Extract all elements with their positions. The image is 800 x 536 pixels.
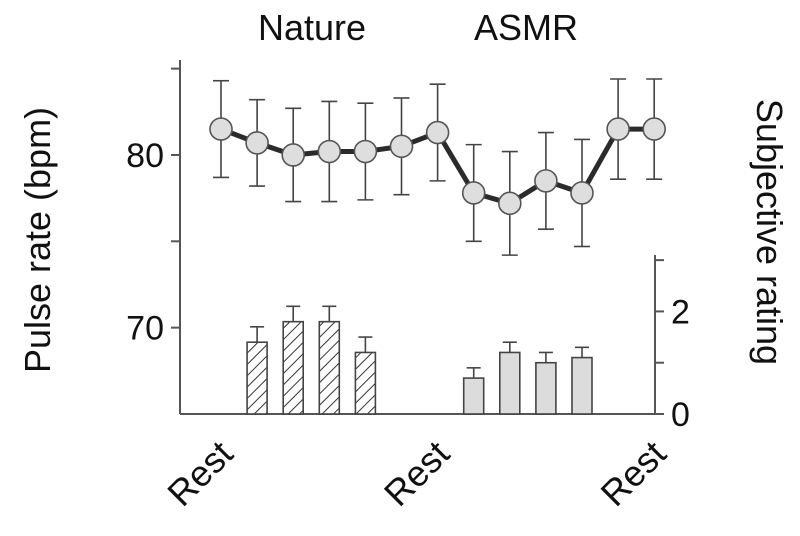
left-tick-label: 80 xyxy=(126,137,164,175)
pulse-point xyxy=(642,117,667,141)
left-tick-label: 70 xyxy=(126,310,164,348)
x-label-rest: Rest xyxy=(376,433,457,514)
x-label-rest: Rest xyxy=(593,433,674,514)
rating-bar-asmr xyxy=(498,351,521,415)
rating-bars xyxy=(246,305,593,415)
pulse-series xyxy=(209,78,667,256)
rating-bar-nature xyxy=(246,341,268,415)
pulse-point xyxy=(606,117,630,141)
rating-bar-nature xyxy=(282,320,305,415)
rating-bar-asmr xyxy=(535,361,557,415)
rating-bar-nature xyxy=(354,351,377,415)
pulse-point xyxy=(461,181,486,205)
pulse-point xyxy=(317,139,342,164)
rating-bar-asmr xyxy=(462,377,485,415)
pulse-point xyxy=(570,181,594,205)
x-axis-labels: Rest Rest Rest xyxy=(159,433,674,514)
pulse-point xyxy=(389,134,414,159)
group-label-nature: Nature xyxy=(258,7,366,48)
left-axis-title: Pulse rate (bpm) xyxy=(17,107,58,373)
pulse-point xyxy=(209,117,233,141)
pulse-point xyxy=(497,191,522,216)
right-tick-label: 2 xyxy=(671,293,690,331)
pulse-point xyxy=(281,143,306,167)
axes: 70 80 0 2 xyxy=(126,60,690,434)
pulse-point xyxy=(425,120,450,145)
rating-bar-nature xyxy=(318,320,341,415)
pulse-point xyxy=(353,139,378,164)
group-label-asmr: ASMR xyxy=(474,7,578,48)
pulse-point xyxy=(245,131,269,155)
x-label-rest: Rest xyxy=(159,433,240,514)
pulse-point xyxy=(534,169,558,193)
right-tick-label: 0 xyxy=(671,396,690,434)
rating-bar-asmr xyxy=(571,356,593,415)
right-axis-title: Subjective rating xyxy=(749,99,790,365)
